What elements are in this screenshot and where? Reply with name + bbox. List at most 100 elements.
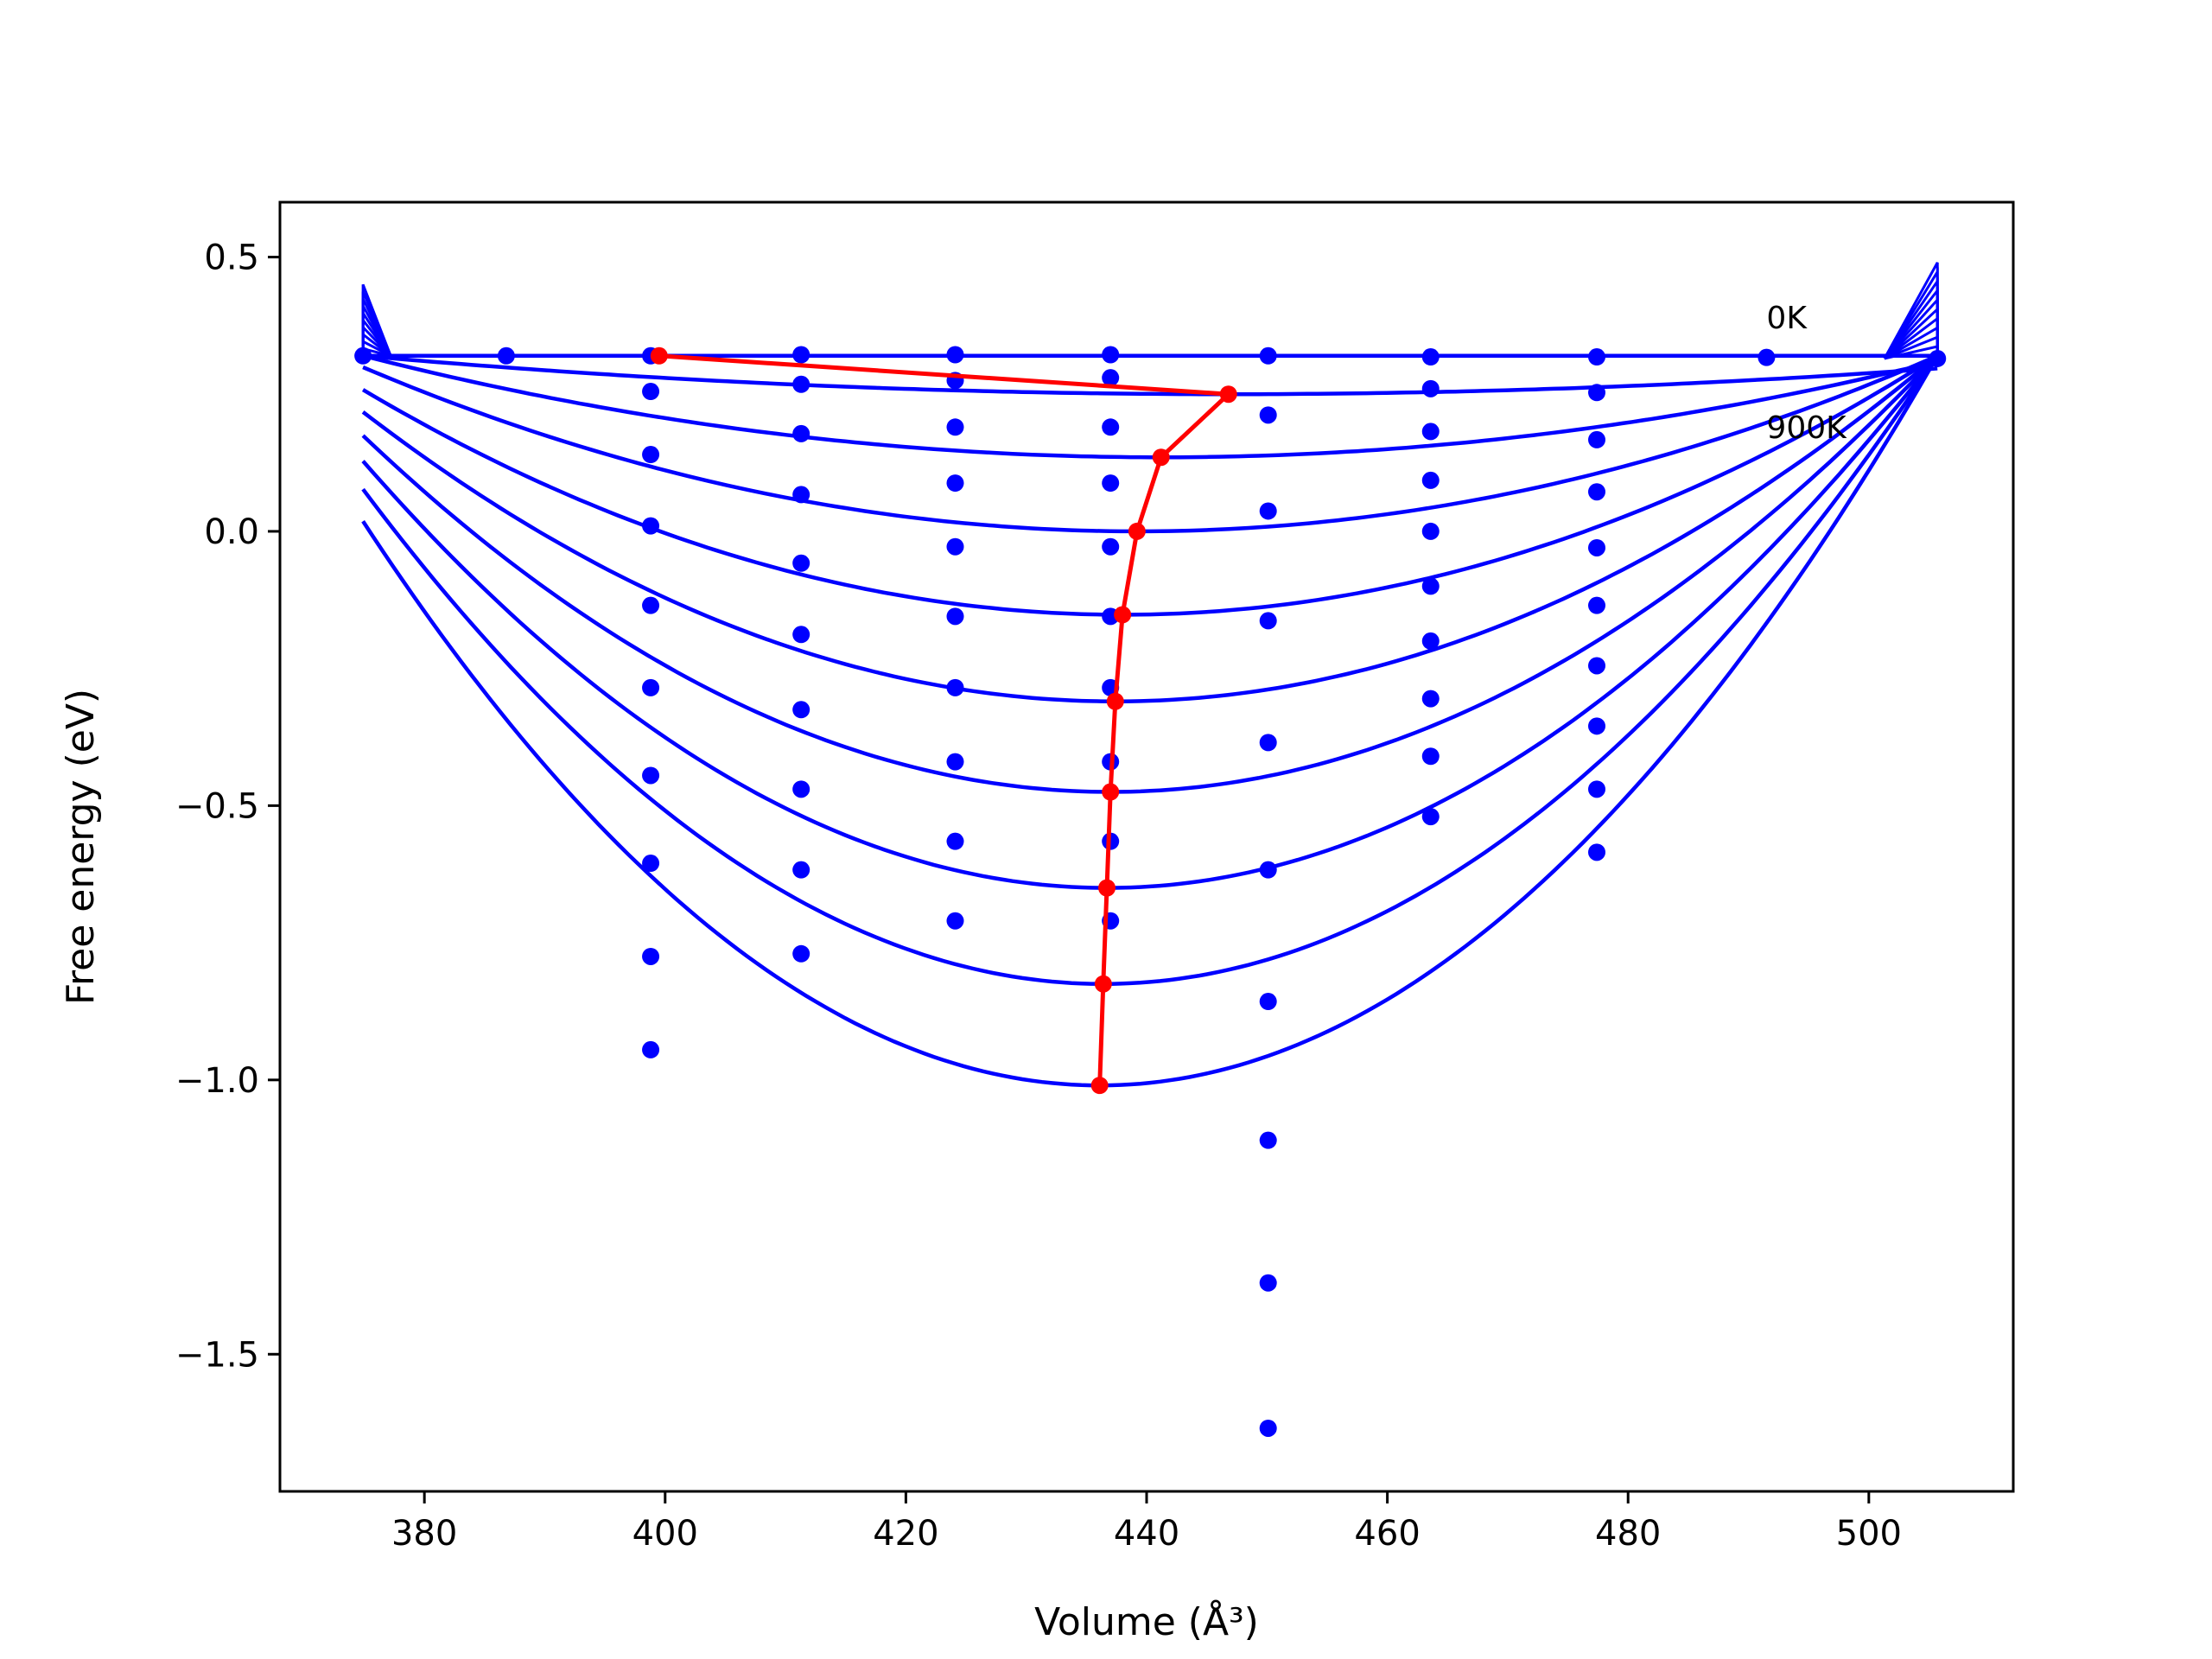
x-tick-label-460: 460 (1354, 1514, 1420, 1554)
data-point-2 (1758, 348, 1776, 366)
data-point-66 (1588, 430, 1606, 448)
data-point-21 (792, 780, 810, 798)
data-point-49 (1259, 861, 1277, 879)
x-axis-label: Volume (Å³) (1034, 1599, 1259, 1644)
data-point-53 (1259, 1419, 1277, 1437)
y-tick-label-2: −0.5 (175, 786, 259, 826)
data-point-11 (642, 855, 660, 873)
minimum-point-2 (1152, 448, 1170, 467)
minimum-point-4 (1114, 606, 1132, 624)
data-point-8 (642, 596, 660, 614)
x-tick-label-420: 420 (873, 1514, 938, 1554)
data-point-70 (1588, 657, 1606, 675)
fit-curve-4 (361, 353, 1939, 617)
data-point-31 (946, 753, 964, 771)
data-point-33 (946, 912, 964, 930)
data-point-30 (946, 678, 964, 696)
minimum-point-9 (1090, 1077, 1109, 1095)
data-point-51 (1259, 1131, 1277, 1149)
data-point-17 (792, 486, 810, 504)
minimum-point-8 (1094, 975, 1112, 993)
data-point-22 (792, 861, 810, 879)
data-point-56 (1421, 423, 1440, 441)
y-axis-label: Free energy (eV) (59, 689, 103, 1005)
data-point-60 (1421, 632, 1440, 650)
fit-curve-6 (361, 354, 1939, 794)
data-point-54 (1421, 348, 1440, 366)
data-point-72 (1588, 780, 1606, 798)
data-point-13 (642, 1040, 660, 1058)
data-point-9 (642, 678, 660, 696)
data-point-6 (642, 446, 660, 464)
annotation-0k: 0K (1766, 301, 1808, 336)
x-tick-label-480: 480 (1595, 1514, 1661, 1554)
data-point-19 (792, 626, 810, 644)
data-point-52 (1259, 1274, 1277, 1292)
data-point-48 (1259, 734, 1277, 752)
data-point-50 (1259, 993, 1277, 1011)
data-point-55 (1421, 379, 1440, 397)
data-point-44 (1259, 346, 1277, 365)
data-point-14 (792, 346, 810, 364)
fit-curve-5 (361, 354, 1939, 703)
data-point-61 (1421, 690, 1440, 708)
minimum-point-1 (1219, 385, 1237, 404)
minimum-point-7 (1098, 879, 1116, 897)
data-point-18 (792, 554, 810, 572)
data-point-45 (1259, 406, 1277, 424)
data-point-0 (354, 346, 372, 365)
data-point-20 (792, 701, 810, 719)
data-point-12 (642, 947, 660, 965)
data-point-64 (1588, 348, 1606, 366)
minimum-point-5 (1106, 692, 1124, 710)
scatter-points-group (354, 346, 1947, 1437)
data-point-58 (1421, 522, 1440, 540)
y-tick-label-0: 0.5 (204, 238, 259, 277)
data-point-62 (1421, 747, 1440, 766)
data-point-59 (1421, 577, 1440, 595)
minimum-point-0 (650, 346, 668, 365)
data-point-34 (1102, 346, 1120, 364)
data-point-10 (642, 766, 660, 785)
data-point-36 (1102, 418, 1120, 436)
minimum-point-3 (1128, 522, 1146, 540)
data-point-3 (1929, 349, 1947, 367)
fit-curve-2 (362, 353, 1938, 460)
fit-curve-8 (361, 354, 1940, 986)
fit-curve-9 (361, 354, 1940, 1088)
data-point-69 (1588, 596, 1606, 614)
annotation-900k: 900K (1766, 410, 1847, 446)
data-point-24 (946, 346, 964, 364)
data-point-5 (642, 383, 660, 401)
minimum-point-6 (1102, 783, 1120, 801)
data-point-15 (792, 375, 810, 393)
data-point-37 (1102, 474, 1120, 493)
data-point-57 (1421, 471, 1440, 489)
fit-curves-group (361, 262, 1940, 1088)
data-point-28 (946, 537, 964, 556)
x-tick-label-380: 380 (391, 1514, 457, 1554)
data-point-26 (946, 418, 964, 436)
fit-curve-7 (361, 354, 1939, 890)
fit-curve-1 (362, 353, 1938, 397)
data-point-32 (946, 832, 964, 850)
data-point-71 (1588, 717, 1606, 735)
data-point-65 (1588, 384, 1606, 402)
fit-curve-3 (362, 353, 1939, 534)
data-point-38 (1102, 537, 1120, 556)
minimum-path-group (650, 346, 1237, 1095)
data-point-29 (946, 607, 964, 626)
data-point-35 (1102, 369, 1120, 387)
data-point-63 (1421, 808, 1440, 826)
y-tick-label-1: 0.0 (204, 512, 259, 552)
x-tick-label-500: 500 (1836, 1514, 1902, 1554)
data-point-16 (792, 424, 810, 442)
minimum-path-line (658, 353, 1234, 1086)
data-point-73 (1588, 843, 1606, 861)
x-axis-ticks: 380 400 420 440 460 480 500 (391, 1491, 1902, 1554)
x-tick-label-400: 400 (632, 1514, 698, 1554)
y-axis-ticks: 0.5 0.0 −0.5 −1.0 −1.5 (175, 238, 280, 1375)
data-point-46 (1259, 502, 1277, 520)
data-point-23 (792, 944, 810, 963)
